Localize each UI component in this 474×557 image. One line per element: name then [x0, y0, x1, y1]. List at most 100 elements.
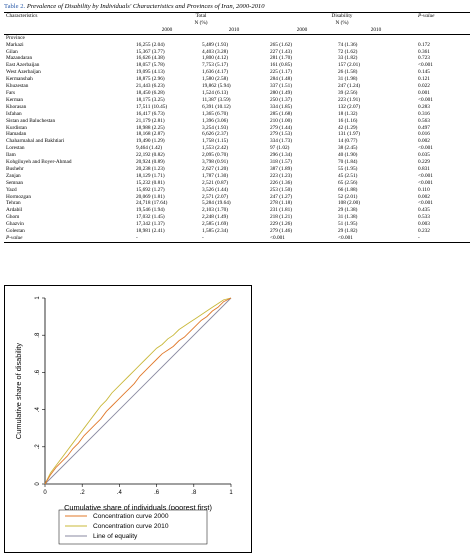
table-row: Hormozgan 20,069 (1.81) 2,571 (2.07) 247 (1…	[4, 194, 470, 201]
table-cell: 265 (1.62)	[270, 41, 293, 48]
province-name: Fars	[6, 89, 16, 96]
table-row: Semnan 15,232 (0.81) 2,521 (0.87) 226 (1.36…	[4, 180, 470, 187]
legend-entry: Line of equality	[93, 533, 138, 540]
concentration-chart-svg: 0 .2 .4 .6 .8 1 0 .2 .4 .6 .8 1 Cumulative share of …	[14, 296, 233, 545]
table-cell: 21,179 (2.81)	[136, 117, 165, 124]
table-row: Khuzestan 21,443 (6.23) 19,862 (5.94) 337 (…	[4, 83, 470, 90]
header-disability-sub: N (%)	[335, 19, 349, 26]
province-name: Bushehr	[6, 165, 24, 172]
table-cell: 72 (1.62)	[338, 48, 358, 55]
table-cell: 0.022	[418, 83, 430, 90]
table-cell: 31 (1.98)	[338, 76, 358, 83]
plot-area: 0 .2 .4 .6 .8 1 0 .2 .4 .6 .8 1 Cumulative share of …	[14, 296, 233, 545]
table-cell: 1,396 (3.06)	[202, 117, 229, 124]
table-cell: 337 (1.51)	[270, 83, 293, 90]
province-name: Sistan and Baluchestan	[6, 117, 56, 124]
table-cell: 2,585 (1.69)	[202, 221, 229, 228]
table-row: Kurdistan 18,988 (2.25) 3,254 (1.93) 279 (1…	[4, 125, 470, 132]
table-cell: 1,365 (6.70)	[202, 110, 229, 117]
table-cell: 29 (1.82)	[338, 228, 358, 235]
table-cell: 15,232 (0.81)	[136, 179, 165, 186]
table-cell: 1,524 (6.13)	[202, 89, 229, 96]
table-cell: 65 (2.56)	[338, 179, 358, 186]
table-cell: 4,403 (3.28)	[202, 48, 229, 55]
table-cell: 218 (1.21)	[270, 214, 293, 221]
province-name: Hamadan	[6, 131, 27, 138]
province-name: Khorasan	[6, 103, 27, 110]
table-cell: 66 (1.88)	[338, 186, 358, 193]
table-cell: 18,129 (1.71)	[136, 172, 165, 179]
table-row: Golestan 18,981 (2.41) 1,585 (2.34) 279 (1.…	[4, 228, 470, 235]
table-cell: 39 (2.56)	[338, 89, 358, 96]
table-cell: 11,387 (3.59)	[202, 96, 231, 103]
table-cell: 18,981 (2.41)	[136, 228, 165, 235]
province-name: Yazd	[6, 186, 17, 193]
table-cell: 15,367 (3.77)	[136, 48, 165, 55]
table-cell: 0.002	[418, 193, 430, 200]
table-cell: 38 (2.45)	[338, 145, 358, 152]
series-line-2	[44, 297, 232, 485]
table-cell: 17,032 (1.45)	[136, 214, 165, 221]
table-row: Gilan 15,367 (3.77) 4,403 (3.28) 227 (1.43)…	[4, 49, 470, 56]
table-cell: 18,057 (5.78)	[136, 62, 165, 69]
province-name: Ghom	[6, 214, 20, 221]
table-row: East Azerbaijan 18,057 (5.78) 7,753 (5.17)…	[4, 62, 470, 69]
y-tick-label: 1	[35, 296, 41, 300]
province-name: Golestan	[6, 228, 25, 235]
province-name: East Azerbaijan	[6, 62, 40, 69]
table-cell: 223 (1.23)	[270, 172, 293, 179]
pvalue-cell: <0.001	[268, 235, 336, 243]
table-cell: <0.001	[418, 172, 433, 179]
x-tick-label: 1	[229, 490, 233, 496]
table-cell: <0.001	[418, 179, 433, 186]
table-cell: 229 (1.26)	[270, 221, 293, 228]
table-cell: 0.533	[418, 214, 430, 221]
province-name: Chaharmahal and Bakhtiari	[6, 138, 65, 145]
pvalue-label: P-value	[4, 235, 134, 243]
header-total-sub: N (%)	[194, 19, 208, 26]
table-label: Table 2.	[4, 3, 26, 10]
table-cell: 3,526 (1.44)	[202, 186, 229, 193]
table-cell: <0.001	[418, 96, 433, 103]
table-cell: 6,626 (2.37)	[202, 131, 229, 138]
table-cell: 3,798 (0.91)	[202, 159, 229, 166]
table-cell: 42 (1.29)	[338, 124, 358, 131]
table-cell: 210 (1.00)	[270, 117, 293, 124]
table-cell: 227 (1.43)	[270, 48, 293, 55]
province-name: Kerman	[6, 96, 24, 103]
table-cell: 1,580 (2.58)	[202, 76, 229, 83]
x-tick-label: .4	[117, 490, 123, 496]
table-cell: 18,175 (3.25)	[136, 96, 165, 103]
table-cell: 318 (1.57)	[270, 159, 293, 166]
table-cell: 18,988 (2.25)	[136, 124, 165, 131]
table-cell: 2,095 (0.70)	[202, 152, 229, 159]
table-cell: 0.232	[418, 228, 430, 235]
table-row: Kerman 18,175 (3.25) 11,387 (3.59) 250 (1.3…	[4, 97, 470, 104]
table-cell: 0.002	[418, 138, 430, 145]
table-cell: 279 (1.46)	[270, 228, 293, 235]
legend-entry: Concentration curve 2000	[93, 513, 169, 520]
y-tick-label: .2	[35, 444, 41, 450]
table-cell: 279 (1.53)	[270, 131, 293, 138]
table-row: Ghazvin 17,342 (1.37) 2,585 (1.69) 229 (1.2…	[4, 221, 470, 228]
header-characteristics: Characteristics	[4, 11, 134, 20]
table-cell: 1,800 (4.12)	[202, 55, 229, 62]
pvalue-cell: -	[134, 235, 200, 243]
table-cell: 285 (1.68)	[270, 110, 293, 117]
table-cell: 0.723	[418, 55, 430, 62]
table-cell: 0.001	[418, 89, 430, 96]
table-cell: 132 (2.07)	[338, 103, 361, 110]
table-row: Chaharmahal and Bakhtiari 19,490 (1.29) 1,…	[4, 138, 470, 145]
table-cell: 281 (1.70)	[270, 55, 293, 62]
legend-entry: Concentration curve 2010	[93, 523, 169, 530]
table-cell: 161 (0.85)	[270, 62, 293, 69]
table-cell: 231 (1.81)	[270, 207, 293, 214]
table-cell: 9,464 (1.42)	[136, 145, 163, 152]
table-row: Ilam 22,192 (0.82) 2,095 (0.70) 296 (1.34) 4…	[4, 152, 470, 159]
table-cell: 334 (1.73)	[270, 138, 293, 145]
table-cell: 2,571 (2.07)	[202, 193, 229, 200]
table-cell: 22,192 (0.82)	[136, 152, 165, 159]
table-cell: 5,489 (1.93)	[202, 41, 229, 48]
table-cell: 19,546 (1.94)	[136, 207, 165, 214]
x-tick-label: .6	[154, 490, 160, 496]
